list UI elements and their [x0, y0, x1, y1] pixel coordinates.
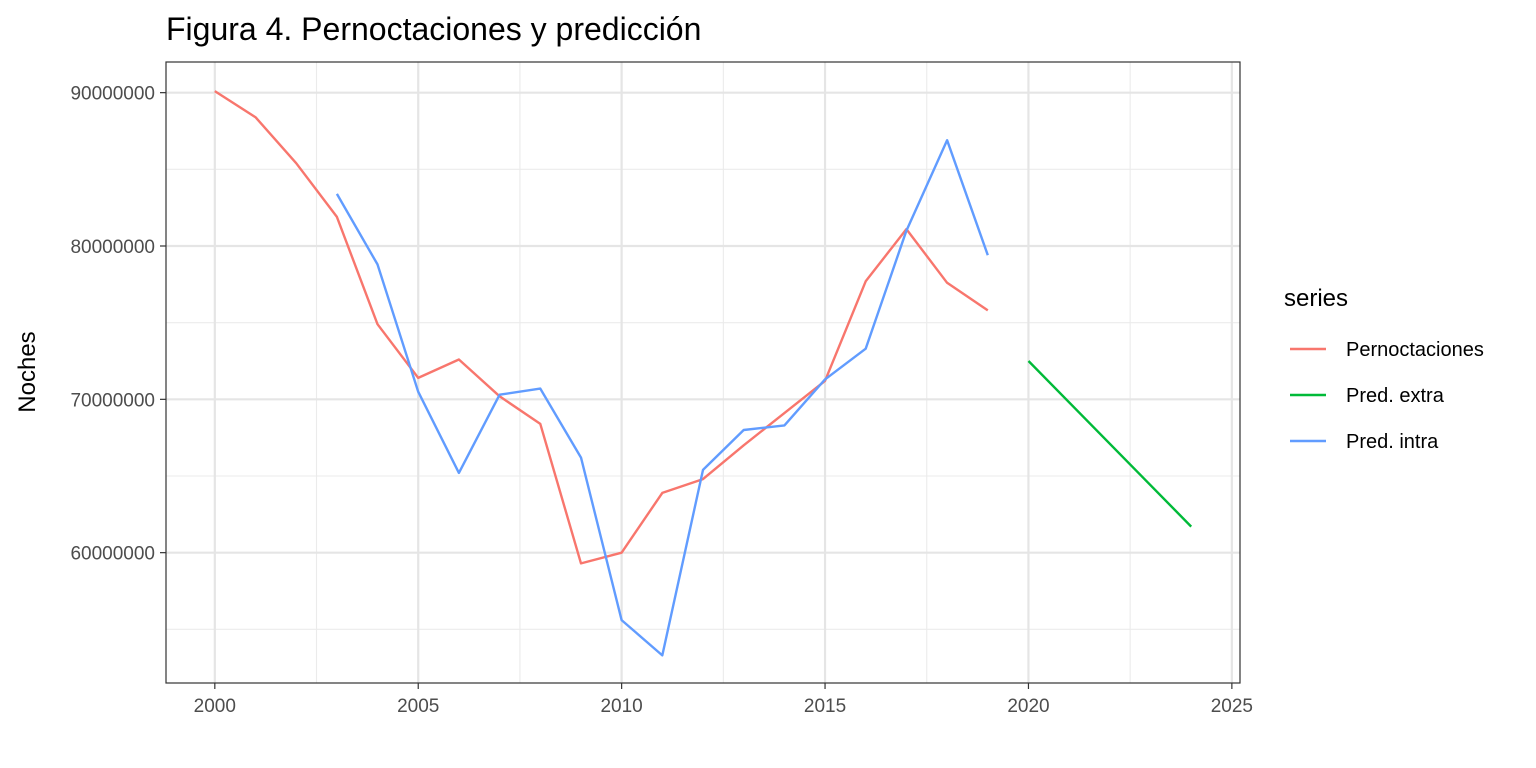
series-lines — [214, 90, 1193, 657]
series-line-pred-intra — [335, 138, 989, 657]
y-axis-title: Noches — [14, 331, 41, 412]
y-axis: 60000000 70000000 80000000 90000000 — [70, 84, 166, 565]
legend-label: Pred. extra — [1346, 385, 1445, 407]
y-tick-label: 60000000 — [70, 544, 155, 565]
y-tick-label: 90000000 — [70, 84, 155, 105]
panel-border — [165, 61, 1241, 684]
x-tick-label: 2005 — [397, 696, 439, 717]
chart-title: Figura 4. Pernoctaciones y predicción — [166, 11, 701, 47]
series-line-pernoctaciones — [214, 90, 989, 565]
minor-gridlines — [166, 62, 1240, 683]
legend-label: Pernoctaciones — [1346, 339, 1484, 361]
x-tick-label: 2015 — [804, 696, 846, 717]
legend-title: series — [1284, 285, 1348, 312]
major-gridlines — [166, 62, 1240, 683]
plot-panel — [166, 62, 1240, 683]
y-tick-label: 70000000 — [70, 390, 155, 411]
x-tick-label: 2000 — [194, 696, 236, 717]
plot-background — [166, 62, 1240, 683]
x-axis: 2000 2005 2010 2015 2020 2025 — [194, 683, 1253, 717]
x-tick-label: 2025 — [1211, 696, 1253, 717]
panel-frame — [165, 61, 1241, 684]
legend-label: Pred. intra — [1346, 431, 1439, 453]
y-tick-label: 80000000 — [70, 237, 155, 258]
x-tick-label: 2010 — [600, 696, 642, 717]
series-line-pred-extra — [1027, 360, 1193, 528]
legend: series Pernoctaciones Pred. extra Pred. in… — [1284, 285, 1484, 453]
x-tick-label: 2020 — [1007, 696, 1049, 717]
